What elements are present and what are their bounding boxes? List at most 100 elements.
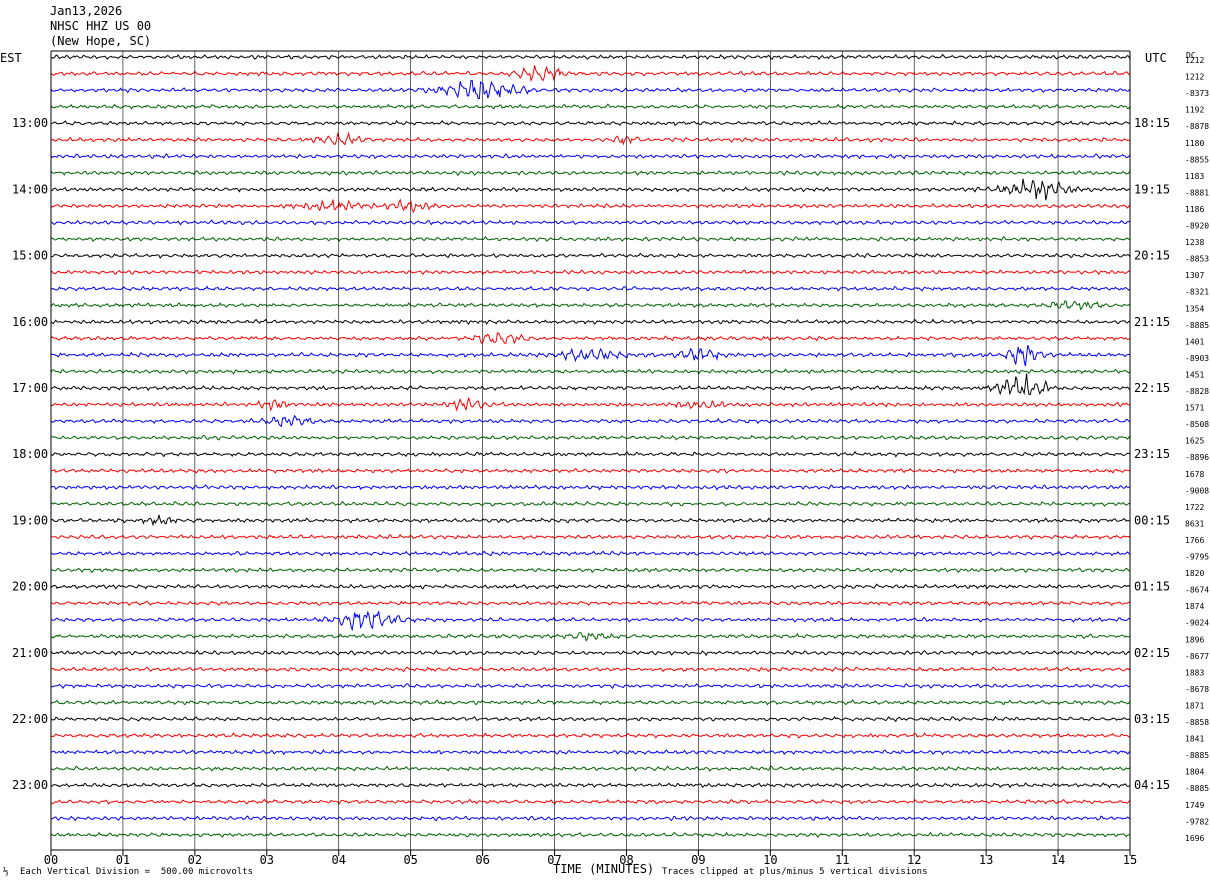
trace-line [50,119,1131,127]
trace-line [50,798,1131,805]
trace-line [50,368,1131,375]
trace-line [50,500,1130,508]
dc-offset-label: -8321 [1185,288,1209,297]
dc-offset-label: -8855 [1185,155,1209,164]
trace-line [51,765,1131,772]
trace-line [50,631,1130,642]
dc-offset-label: -8903 [1185,354,1209,363]
dc-offset-label: 1192 [1185,106,1204,115]
trace-line [50,285,1131,292]
trace-line [50,344,1130,367]
dc-offset-label: 1401 [1185,337,1204,346]
trace-line [50,815,1131,822]
left-hour-label: 19:00 [12,513,48,527]
left-timezone-label: EST [0,51,22,65]
dc-offset-label: -9008 [1185,486,1209,495]
right-hour-label: 04:15 [1134,778,1170,792]
dc-offset-label: 1183 [1185,172,1204,181]
trace-line [50,53,1131,60]
x-tick-label: 15 [1123,853,1137,867]
trace-line [50,169,1131,177]
dc-offset-label: 1766 [1185,536,1204,545]
x-tick-label: 08 [619,853,633,867]
dc-offset-label: -8828 [1185,387,1209,396]
x-tick-label: 12 [907,853,921,867]
trace-line [50,269,1131,276]
dc-offset-label: 1212 [1185,56,1204,65]
x-tick-label: 02 [188,853,202,867]
right-hour-label: 18:15 [1134,116,1170,130]
dc-offset-label: -8373 [1185,89,1209,98]
dc-offset-label: 1238 [1185,238,1204,247]
left-hour-label: 21:00 [12,646,48,660]
dc-offset-label: -8885 [1185,321,1209,330]
dc-offset-label: -8678 [1185,685,1209,694]
trace-line [50,831,1130,838]
dc-offset-label: 1354 [1185,304,1204,313]
dc-offset-label: -8881 [1185,188,1209,197]
dc-offset-label: 1678 [1185,470,1204,479]
clip-note: Traces clipped at plus/minus 5 vertical … [662,867,928,877]
x-tick-label: 03 [260,853,274,867]
trace-line [50,252,1131,259]
x-tick-label: 14 [1051,853,1065,867]
trace-line [50,103,1131,110]
dc-offset-label: 1749 [1185,801,1204,810]
dc-offset-label: 1451 [1185,370,1204,379]
trace-line [50,178,1130,201]
right-timezone-label: UTC [1145,51,1167,65]
x-tick-label: 13 [979,853,993,867]
trace-line [50,550,1131,557]
label-group: 00 01 02 03 04 05 06 07 08 09 10 11 12 13 14 15 13:00 18:… [12,51,1209,867]
dc-offset-label: -8896 [1185,453,1209,462]
trace-line [50,235,1130,243]
trace-line [50,683,1130,690]
trace-line [50,749,1131,756]
trace-line [50,414,1131,428]
left-hour-label: 14:00 [12,182,48,196]
x-tick-label: 05 [403,853,417,867]
trace-line [50,666,1131,673]
left-hour-label: 20:00 [12,580,48,594]
trace-line [50,567,1130,574]
right-hour-label: 22:15 [1134,381,1170,395]
left-hour-label: 22:00 [12,712,48,726]
trace-group [50,53,1131,838]
dc-offset-label: 8631 [1185,519,1204,528]
x-tick-label: 11 [835,853,849,867]
dc-offset-label: -8858 [1185,718,1209,727]
trace-line [50,782,1131,789]
dc-offset-label: 1820 [1185,569,1204,578]
trace-line [50,732,1131,739]
right-hour-label: 02:15 [1134,646,1170,660]
dc-column-label: DC [1186,51,1196,60]
trace-line [50,373,1131,396]
dc-offset-label: -8885 [1185,784,1209,793]
left-hour-label: 13:00 [12,116,48,130]
dc-offset-label: -8853 [1185,255,1209,264]
dc-offset-label: -8677 [1185,652,1209,661]
scale-note: Each Vertical Division = 500.00 microvol… [20,867,253,877]
right-hour-label: 19:15 [1134,182,1170,196]
station-code: NHSC HHZ US 00 [50,19,152,33]
x-tick-label: 00 [44,853,58,867]
left-hour-label: 23:00 [12,778,48,792]
x-tick-label: 10 [763,853,777,867]
dc-offset-label: -8878 [1185,122,1209,131]
dc-offset-label: -8508 [1185,420,1209,429]
trace-line [50,332,1131,345]
x-tick-label: 09 [691,853,705,867]
left-hour-label: 15:00 [12,249,48,263]
dc-offset-label: 1571 [1185,404,1204,413]
trace-line [50,583,1131,590]
dc-offset-label: 1186 [1185,205,1204,214]
trace-line [50,533,1131,541]
trace-line [50,152,1131,160]
trace-line [50,715,1130,723]
trace-line [50,65,1131,83]
trace-line [50,396,1130,412]
x-tick-label: 01 [116,853,130,867]
dc-offset-label: 1896 [1185,635,1204,644]
trace-line [50,450,1131,458]
